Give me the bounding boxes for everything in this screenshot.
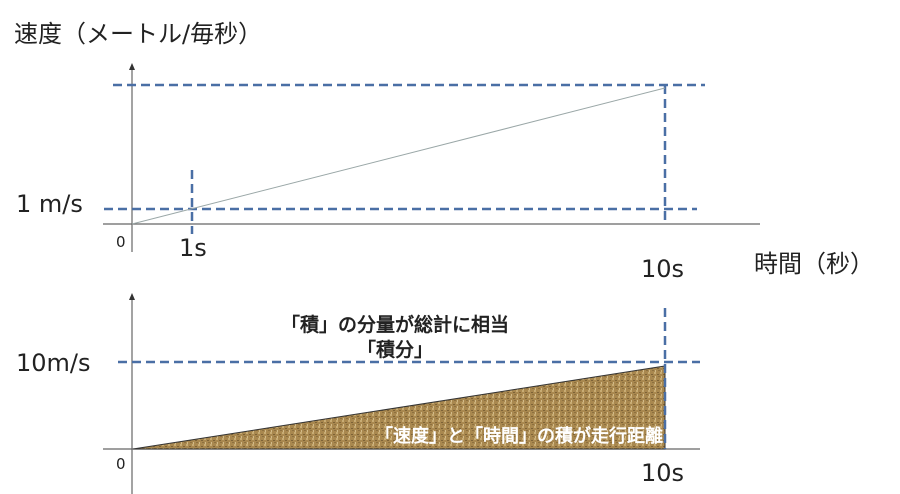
origin-label: 0 — [116, 455, 126, 473]
y-tick-1ms: 1 m/s — [16, 190, 83, 218]
heading-line2: 「積分」 — [357, 338, 433, 361]
y-axis-arrow-icon — [129, 63, 135, 70]
area-caption: 「速度」と「時間」の積が走行距離 — [375, 425, 663, 447]
x-axis-title: 時間（秒） — [754, 250, 874, 278]
x-tick-1s: 1s — [179, 234, 207, 262]
heading-line1: 「積」の分量が総計に相当 — [281, 313, 509, 336]
bottom-panel: 「積」の分量が総計に相当 「積分」 「速度」と「時間」の積が走行距離 10m/s… — [16, 293, 700, 494]
x-tick-10s: 10s — [641, 459, 684, 487]
y-axis-title: 速度（メートル/毎秒） — [14, 20, 262, 48]
x-tick-10s: 10s — [641, 255, 684, 283]
y-tick-10ms: 10m/s — [16, 349, 91, 377]
velocity-line — [131, 87, 666, 225]
y-axis-arrow-icon — [129, 293, 135, 300]
top-panel: 速度（メートル/毎秒） 1 m/s 0 1s 10s 時間（秒） — [14, 20, 874, 283]
origin-label: 0 — [116, 233, 126, 251]
